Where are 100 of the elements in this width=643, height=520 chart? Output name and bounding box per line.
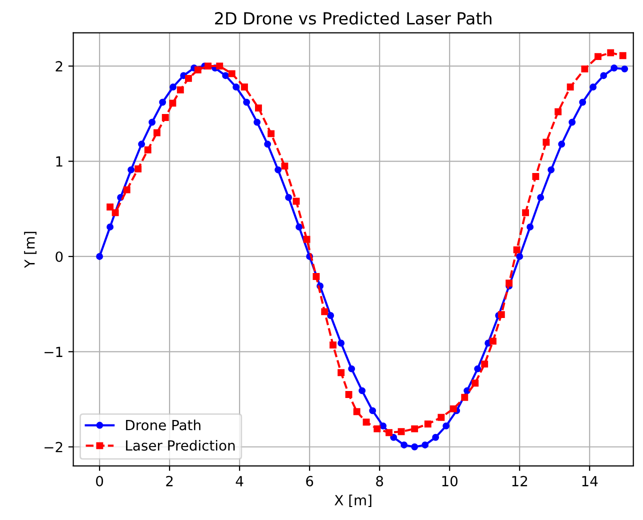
point	[472, 380, 479, 387]
point	[281, 162, 288, 170]
point	[568, 118, 576, 126]
point	[321, 308, 328, 316]
y-tick-label: 0	[56, 251, 63, 262]
point	[222, 72, 230, 80]
x-axis-title: X [m]	[334, 494, 372, 508]
y-axis-title: Y [m]	[24, 232, 36, 268]
point	[594, 53, 602, 60]
point	[481, 360, 488, 368]
point	[424, 420, 432, 428]
chart-title: 2D Drone vs Predicted Laser Path	[215, 12, 492, 25]
point	[254, 118, 261, 126]
point	[374, 425, 381, 432]
point	[542, 138, 550, 146]
point	[432, 434, 440, 441]
point	[438, 414, 445, 421]
point	[353, 408, 360, 416]
point	[327, 312, 334, 319]
point	[330, 342, 336, 348]
point	[232, 84, 240, 90]
point	[268, 130, 275, 138]
x-tick-label: 8	[376, 476, 384, 486]
point	[411, 443, 418, 450]
point	[123, 186, 130, 194]
point	[303, 236, 310, 243]
point	[176, 86, 184, 94]
point	[600, 72, 608, 80]
point	[558, 140, 566, 148]
point	[338, 369, 345, 376]
point	[506, 280, 513, 287]
point	[216, 62, 224, 70]
point	[579, 98, 586, 106]
point	[411, 425, 418, 432]
legend-label: Laser Prediction	[126, 440, 235, 451]
x-tick-label: 14	[582, 476, 598, 486]
x-tick-label: 4	[236, 476, 244, 486]
point	[516, 253, 524, 260]
point	[619, 52, 626, 60]
point	[106, 204, 114, 210]
point	[138, 140, 146, 148]
point	[398, 428, 405, 436]
point	[106, 223, 114, 230]
y-tick-label: 2	[56, 61, 62, 72]
point	[621, 65, 628, 72]
point	[184, 74, 192, 82]
point	[159, 98, 166, 106]
point	[345, 391, 352, 398]
point	[461, 394, 468, 401]
point	[312, 273, 320, 280]
point	[548, 166, 555, 174]
point	[162, 114, 169, 121]
point	[254, 104, 262, 112]
point	[610, 64, 618, 72]
x-tick-label: 6	[306, 476, 314, 486]
point	[498, 311, 505, 318]
y-tick-label: −1	[44, 346, 62, 357]
point	[554, 108, 562, 116]
point	[194, 66, 202, 74]
point	[128, 166, 135, 174]
x-tick-label: 10	[442, 476, 458, 486]
point	[607, 49, 614, 56]
point	[532, 173, 540, 180]
point	[490, 338, 496, 345]
point	[581, 65, 588, 72]
point	[450, 405, 457, 412]
x-tick-label: 2	[166, 476, 173, 486]
point	[274, 166, 282, 174]
point	[513, 246, 520, 254]
point	[369, 407, 376, 414]
point	[285, 194, 292, 201]
point	[338, 340, 345, 347]
point	[228, 70, 236, 78]
point	[522, 209, 530, 216]
point	[566, 84, 574, 90]
point	[292, 198, 300, 205]
point	[386, 429, 393, 436]
point	[296, 223, 303, 230]
point	[537, 194, 544, 201]
point	[240, 84, 248, 90]
legend-label: Drone Path	[126, 420, 200, 430]
point	[400, 442, 408, 448]
point	[204, 62, 212, 70]
point	[170, 84, 177, 90]
point	[526, 223, 534, 230]
point	[348, 365, 356, 372]
point	[96, 253, 104, 260]
x-tick-label: 12	[512, 476, 528, 486]
point	[264, 140, 272, 148]
point	[390, 434, 398, 441]
point	[380, 422, 387, 430]
point	[590, 84, 597, 90]
point	[134, 165, 142, 172]
point	[243, 98, 250, 106]
x-tick-label: 0	[96, 476, 104, 486]
point	[144, 146, 152, 154]
point	[148, 118, 156, 126]
point	[474, 365, 482, 372]
y-tick-label: −2	[44, 442, 62, 452]
point	[358, 387, 366, 394]
